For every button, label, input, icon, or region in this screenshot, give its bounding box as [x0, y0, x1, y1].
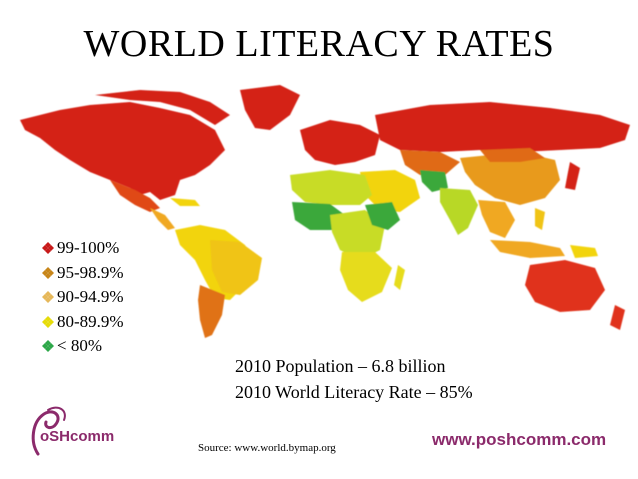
region-east-africa — [365, 202, 400, 230]
region-mexico — [110, 180, 160, 212]
region-greenland — [240, 85, 300, 130]
population-text: 2010 Population – 6.8 billion — [235, 356, 446, 376]
legend-item: < 80% — [42, 334, 124, 359]
diamond-bullet-icon — [42, 291, 54, 304]
legend-label: 95-98.9% — [57, 262, 124, 282]
region-china — [460, 152, 560, 205]
region-papua — [570, 245, 598, 258]
legend-label: 90-94.9% — [57, 287, 124, 306]
legend-diamond — [42, 242, 54, 255]
poshcomm-logo-icon — [31, 406, 66, 456]
legend-label: 99-100% — [57, 238, 120, 257]
region-central-asia — [400, 150, 460, 175]
source-text: Source: www.world.bymap.org — [198, 442, 336, 454]
region-philippines — [535, 208, 545, 230]
region-caribbean — [170, 198, 200, 206]
region-north-america — [20, 102, 225, 200]
region-new-zealand — [610, 305, 625, 330]
legend: 99-100% 95-98.9% 90-94.9% 80-89.9% — [42, 236, 124, 359]
region-middle-east — [360, 170, 420, 212]
legend-label: 80-89.9% — [57, 311, 124, 331]
region-mongolia — [480, 148, 545, 162]
region-southern-cone — [198, 285, 225, 338]
logo-text: oSHcomm — [40, 428, 115, 445]
diamond-bullet-icon — [42, 266, 54, 279]
region-southern-africa — [340, 252, 392, 302]
region-brazil — [210, 240, 262, 295]
website-link[interactable]: www.poshcomm.com — [432, 430, 607, 449]
region-russia — [375, 102, 630, 152]
diamond-bullet-icon — [42, 315, 54, 328]
region-madagascar — [394, 265, 405, 290]
legend-item: 99-100% — [42, 236, 124, 261]
literacy-rate-text: 2010 World Literacy Rate – 85% — [235, 382, 473, 402]
region-canada-north — [95, 90, 230, 125]
legend-item: 90-94.9% — [42, 285, 124, 310]
region-southeast-asia — [478, 200, 515, 238]
region-central-america — [150, 208, 175, 230]
legend-label: < 80% — [57, 336, 102, 355]
stats-block: 2010 Population – 6.8 billion 2010 World… — [235, 353, 473, 405]
world-map — [20, 85, 630, 338]
legend-item: 95-98.9% — [42, 261, 124, 286]
region-europe — [300, 120, 380, 165]
region-south-asia-west — [420, 170, 448, 192]
region-indonesia — [490, 240, 565, 258]
page-title: WORLD LITERACY RATES — [83, 23, 555, 65]
region-india — [440, 188, 478, 235]
region-north-africa — [290, 170, 372, 205]
diamond-bullet-icon — [42, 242, 54, 255]
region-australia — [525, 260, 605, 312]
legend-item: 80-89.9% — [42, 310, 124, 335]
diamond-bullet-icon — [42, 340, 54, 353]
region-japan — [565, 162, 580, 190]
